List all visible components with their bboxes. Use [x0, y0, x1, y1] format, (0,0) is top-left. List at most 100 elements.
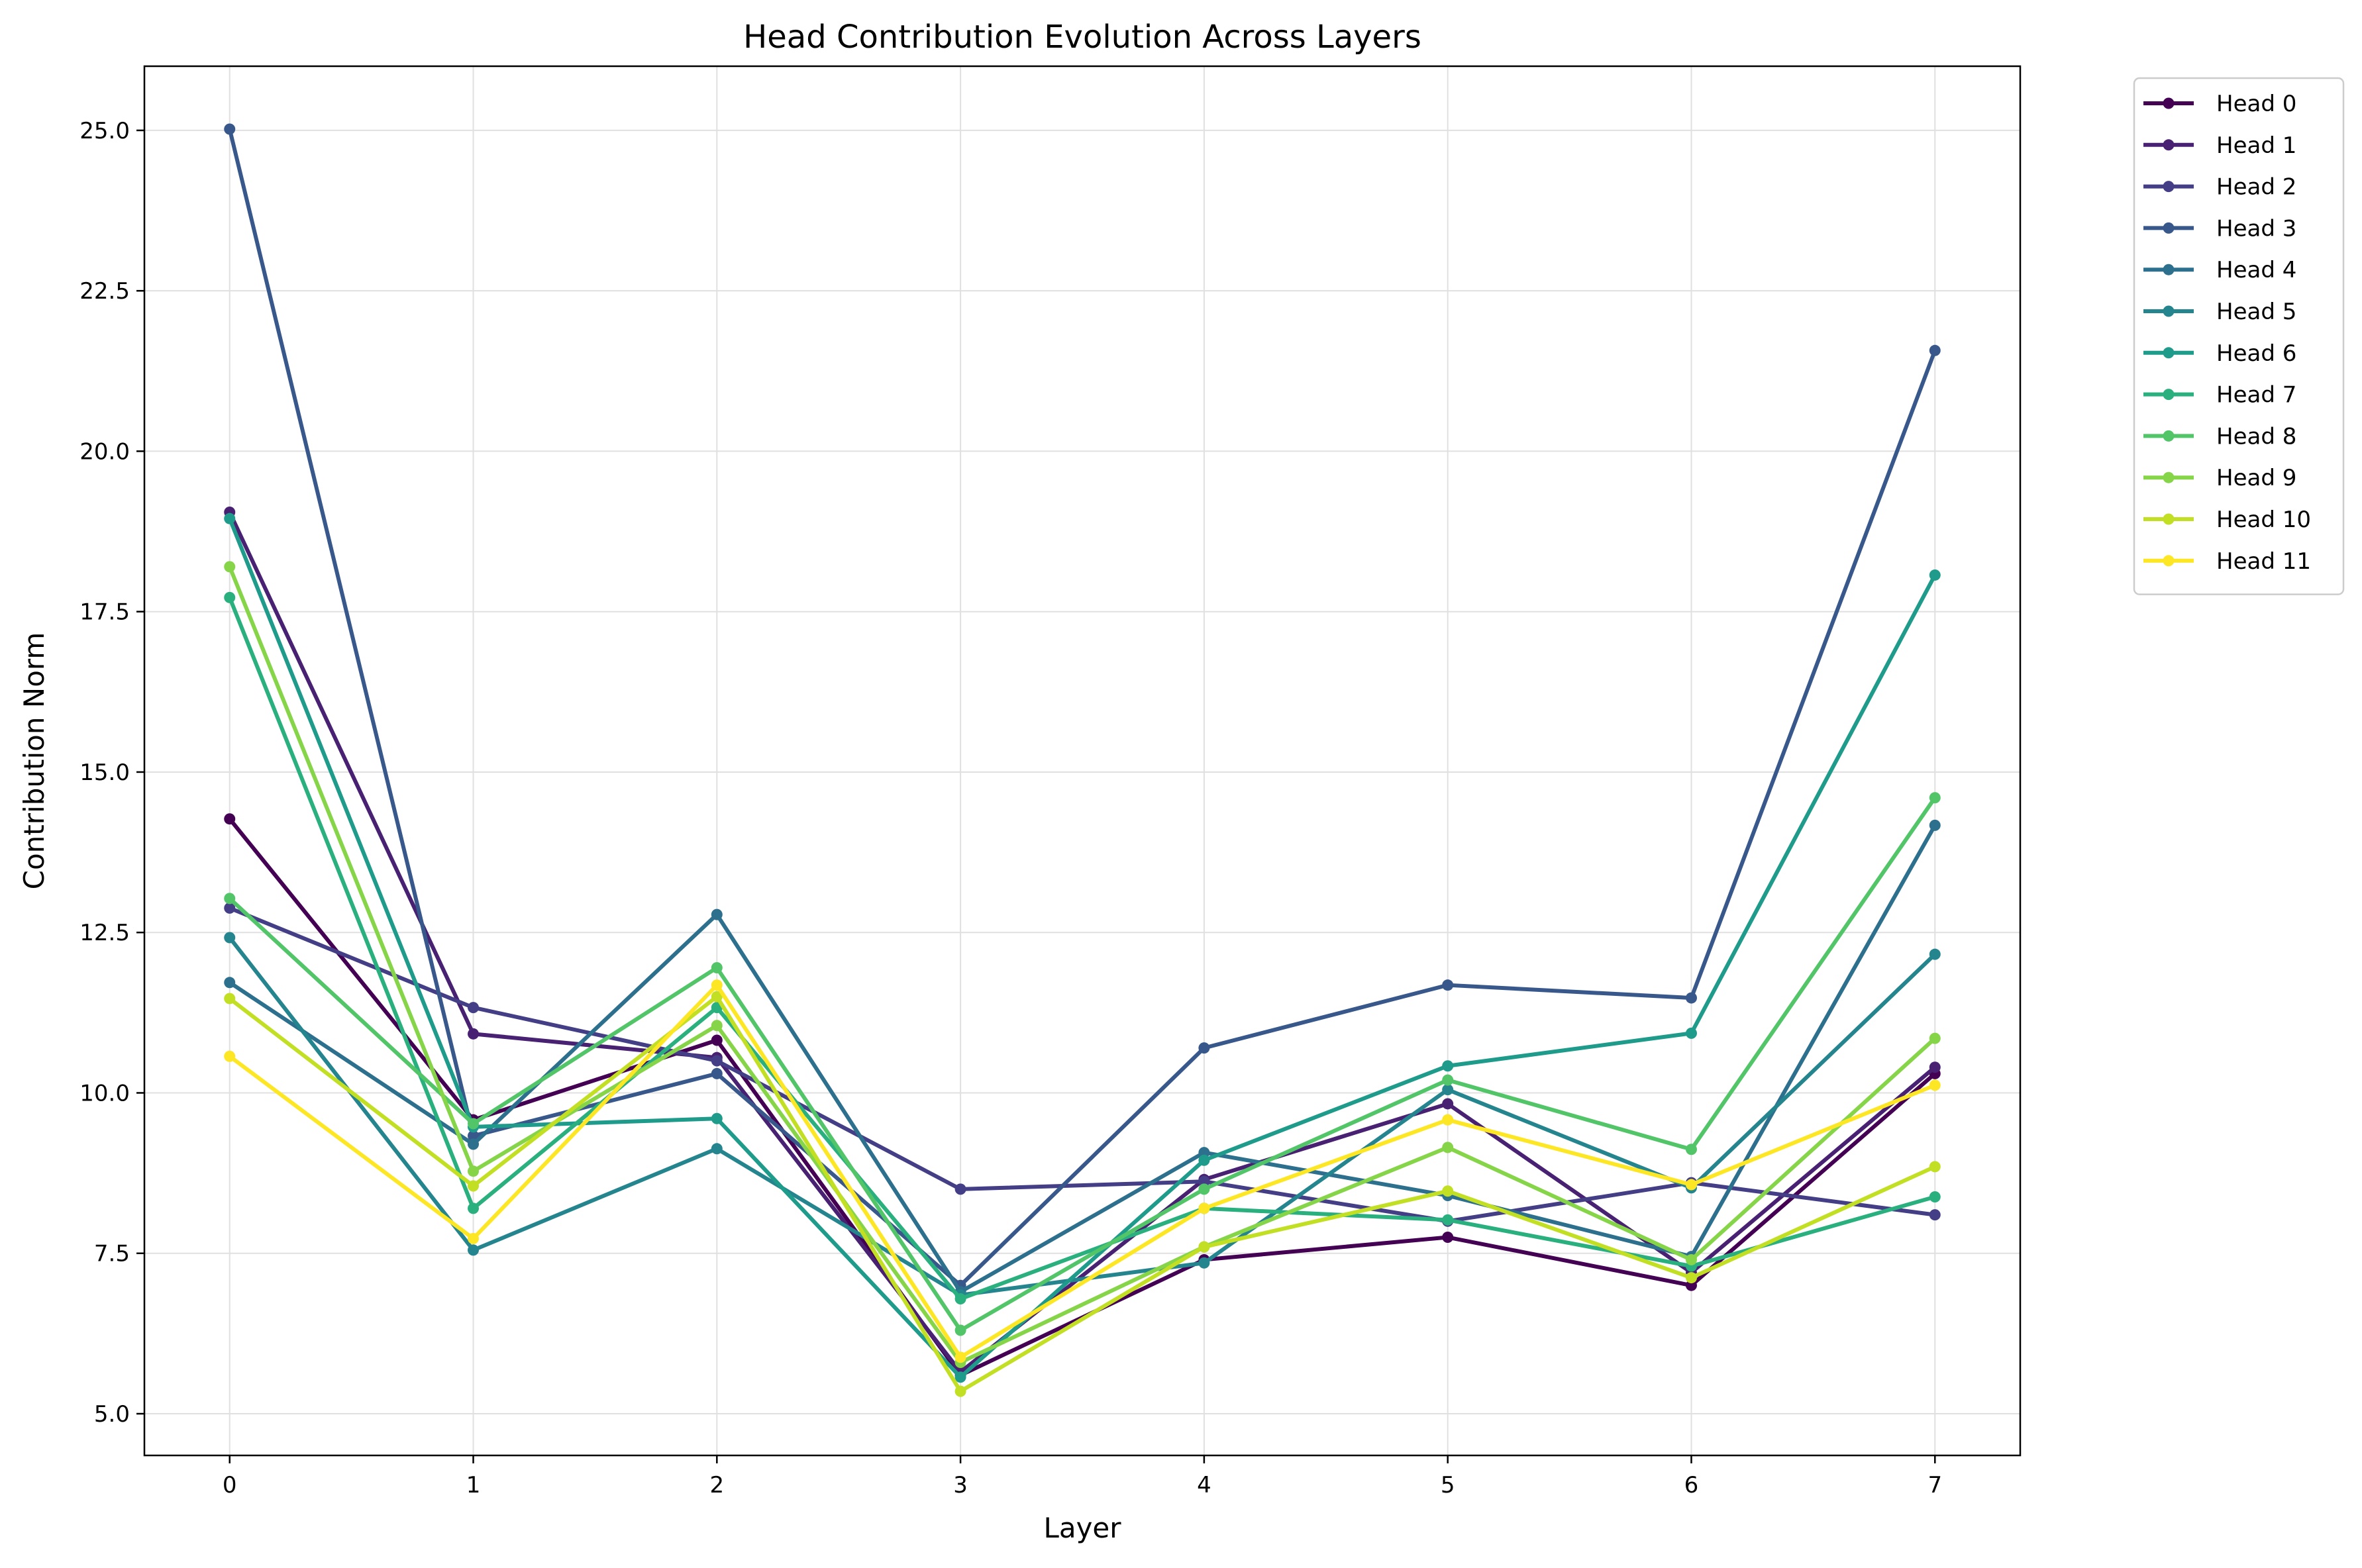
data-point — [1198, 1257, 1210, 1269]
data-point — [1442, 1060, 1454, 1072]
legend-marker — [2163, 555, 2175, 567]
x-tick-label: 2 — [709, 1472, 724, 1498]
data-point — [954, 1351, 966, 1363]
data-point — [1442, 979, 1454, 991]
data-point — [224, 993, 236, 1004]
data-point — [711, 991, 723, 1003]
data-point — [468, 1118, 480, 1130]
data-point — [1198, 1183, 1210, 1195]
data-point — [1685, 1253, 1697, 1265]
data-point — [468, 1244, 480, 1256]
data-point — [1442, 1098, 1454, 1110]
legend-item: Head 6 — [2143, 340, 2296, 367]
data-point — [1929, 948, 1941, 960]
data-point — [468, 1130, 480, 1142]
y-tick-label: 12.5 — [79, 920, 130, 946]
y-tick-label: 25.0 — [79, 118, 130, 144]
data-point — [1929, 569, 1941, 581]
data-point — [1442, 1142, 1454, 1153]
data-point — [224, 813, 236, 825]
series-line — [229, 824, 1937, 1294]
data-point — [1442, 1232, 1454, 1244]
data-point — [1929, 1191, 1941, 1202]
legend-label: Head 1 — [2216, 132, 2296, 159]
y-tick-label: 7.5 — [94, 1241, 130, 1267]
legend-label: Head 9 — [2216, 465, 2296, 491]
data-point — [224, 123, 236, 135]
data-point — [711, 1055, 723, 1067]
series-line — [228, 797, 1937, 1333]
y-tick-label: 10.0 — [79, 1080, 130, 1106]
data-point — [1685, 1027, 1697, 1039]
series-head-10 — [224, 991, 1941, 1397]
data-point — [711, 1034, 723, 1046]
series-line — [227, 597, 1936, 1301]
series-line — [228, 936, 1937, 1297]
data-point — [224, 561, 236, 573]
legend-label: Head 2 — [2216, 174, 2296, 201]
data-point — [1442, 1214, 1454, 1226]
series-line — [229, 906, 1935, 1224]
series-line — [228, 983, 1936, 1359]
legend-marker — [2163, 389, 2175, 401]
legend-item: Head 4 — [2143, 257, 2296, 283]
data-point — [711, 979, 723, 991]
legend-item: Head 10 — [2143, 507, 2311, 533]
data-point — [224, 591, 236, 603]
data-point — [1929, 792, 1941, 804]
x-tick-label: 0 — [223, 1472, 237, 1498]
legend-marker — [2163, 305, 2175, 317]
legend-item: Head 1 — [2143, 132, 2296, 159]
legend-label: Head 6 — [2216, 340, 2296, 367]
data-point — [1685, 1144, 1697, 1155]
x-tick-label: 6 — [1684, 1472, 1699, 1498]
legend-item: Head 11 — [2143, 548, 2311, 575]
data-point — [711, 1112, 723, 1124]
legend-item: Head 2 — [2143, 174, 2296, 201]
data-point — [954, 1371, 966, 1383]
series-head-8 — [224, 792, 1941, 1336]
data-point — [711, 1143, 723, 1155]
data-point — [1929, 1079, 1941, 1091]
y-axis-label: Contribution Norm — [18, 632, 50, 890]
data-point — [224, 893, 236, 905]
legend-marker — [2163, 264, 2175, 275]
x-tick-label: 1 — [466, 1472, 481, 1498]
legend: Head 0 Head 1 Head 2 Head 3 Head 4 Head 5 Head… — [2133, 77, 2345, 595]
data-point — [1198, 1154, 1210, 1166]
legend-item: Head 9 — [2143, 465, 2296, 491]
legend-marker — [2163, 347, 2175, 359]
data-point — [954, 1183, 966, 1195]
legend-item: Head 0 — [2143, 91, 2296, 117]
legend-label: Head 3 — [2216, 215, 2296, 242]
legend-label: Head 7 — [2216, 382, 2296, 409]
legend-box — [2133, 77, 2345, 595]
data-point — [1442, 1084, 1454, 1096]
y-tick-label: 20.0 — [79, 438, 130, 465]
data-point — [1198, 1241, 1210, 1253]
legend-item: Head 7 — [2143, 382, 2296, 409]
data-point — [1929, 344, 1941, 356]
x-axis-label: Layer — [1043, 1512, 1121, 1544]
legend-label: Head 5 — [2216, 299, 2296, 325]
series-head-9 — [224, 561, 1941, 1368]
data-point — [468, 1180, 480, 1192]
x-tick-label: 4 — [1197, 1472, 1211, 1498]
data-point — [1442, 1185, 1454, 1197]
data-point — [468, 1165, 480, 1177]
data-point — [711, 908, 723, 920]
series-head-11 — [224, 979, 1941, 1363]
data-point — [1198, 1042, 1210, 1054]
data-point — [224, 902, 236, 914]
legend-item: Head 8 — [2143, 423, 2296, 450]
legend-label: Head 8 — [2216, 423, 2296, 450]
data-point — [1929, 819, 1941, 831]
series-line — [227, 565, 1937, 1365]
data-point — [468, 1202, 480, 1214]
data-point — [1442, 1114, 1454, 1126]
data-point — [1442, 1074, 1454, 1086]
data-point — [954, 1385, 966, 1397]
data-point — [1929, 1209, 1941, 1221]
chart-title: Head Contribution Evolution Across Layer… — [743, 19, 1421, 56]
